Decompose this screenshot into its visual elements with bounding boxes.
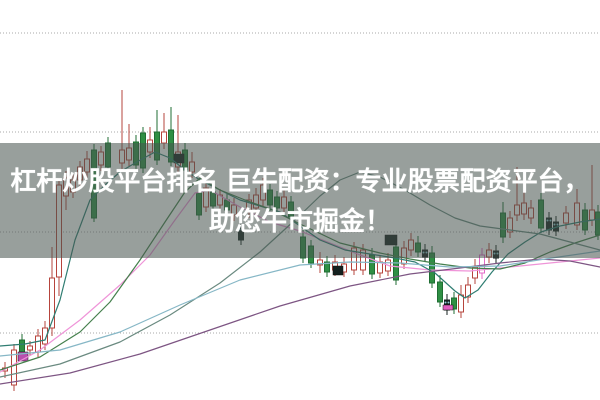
promo-text-line-2: 助您牛市掘金！	[208, 205, 391, 236]
candle-body	[49, 277, 55, 329]
ma-cyan-light	[0, 250, 600, 357]
candle-body	[465, 284, 471, 298]
candle-body	[377, 261, 383, 274]
candle-body	[19, 339, 25, 353]
candle-body	[317, 259, 323, 266]
candle-body	[451, 297, 457, 310]
candle-body	[27, 345, 33, 351]
indicator-marker	[332, 265, 344, 276]
candle-body	[437, 281, 443, 303]
promo-text-line-1: 杠杆炒股平台排名 巨牛配资：专业股票配资平台，	[10, 165, 590, 196]
marker-dot	[444, 301, 447, 304]
candle-body	[458, 294, 464, 313]
promo-overlay-banner: 杠杆炒股平台排名 巨牛配资：专业股票配资平台， 助您牛市掘金！	[0, 143, 600, 258]
indicator-marker	[442, 304, 454, 311]
candle-body	[324, 261, 330, 273]
candle-body	[42, 327, 48, 345]
marker-dot	[447, 301, 450, 304]
candle-body	[161, 131, 167, 144]
candle-body	[11, 349, 17, 386]
